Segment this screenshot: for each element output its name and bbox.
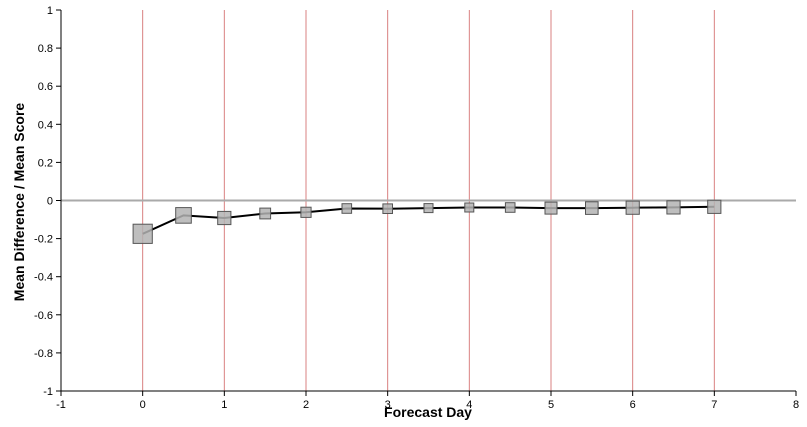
y-tick-label: 0.8 xyxy=(38,43,53,55)
y-tick-label: 0 xyxy=(47,196,53,208)
x-tick-label: 1 xyxy=(221,399,227,411)
x-tick-label: 0 xyxy=(140,399,146,411)
x-tick-label: 6 xyxy=(630,399,636,411)
y-tick-label: 1 xyxy=(47,5,53,17)
y-tick-label: 0.6 xyxy=(38,81,53,93)
data-point-marker xyxy=(175,207,192,224)
data-point-marker xyxy=(300,206,312,218)
data-point-marker xyxy=(625,200,640,215)
data-point-marker xyxy=(341,203,353,214)
y-tick-label: 0.2 xyxy=(38,157,53,169)
data-point-marker xyxy=(217,210,232,226)
data-point-marker xyxy=(544,201,558,215)
data-point-marker xyxy=(707,199,722,214)
data-point-marker xyxy=(504,202,516,213)
y-tick-label: -0.8 xyxy=(34,348,53,360)
data-series xyxy=(132,199,722,244)
x-tick-label: 3 xyxy=(385,399,391,411)
data-point-marker xyxy=(423,203,434,214)
data-point-marker xyxy=(464,202,475,213)
data-point-marker xyxy=(132,223,153,244)
tick-labels: -1 -0.8 -0.6 -0.4 -0.2 0 0.2 0.4 0.6 0.8 1 -1 0 1 2 3 4 5… xyxy=(34,5,799,411)
reference-lines xyxy=(61,10,796,391)
data-point-marker xyxy=(382,203,393,214)
x-tick-label: 2 xyxy=(303,399,309,411)
x-tick-label: 8 xyxy=(793,399,799,411)
data-point-marker xyxy=(585,201,599,215)
data-point-marker xyxy=(666,200,681,215)
x-tick-label: -1 xyxy=(56,399,66,411)
y-tick-label: -0.2 xyxy=(34,234,53,246)
x-axis-title: Forecast Day xyxy=(384,404,472,420)
x-tick-label: 4 xyxy=(466,399,472,411)
y-tick-label: 0.4 xyxy=(38,119,53,131)
y-tick-label: -0.6 xyxy=(34,310,53,322)
x-tick-label: 7 xyxy=(711,399,717,411)
axes xyxy=(56,9,797,396)
data-point-marker xyxy=(259,207,272,220)
y-tick-label: -1 xyxy=(43,386,53,398)
y-axis-title: Mean Difference / Mean Score xyxy=(11,103,27,302)
x-tick-label: 5 xyxy=(548,399,554,411)
y-tick-label: -0.4 xyxy=(34,272,53,284)
